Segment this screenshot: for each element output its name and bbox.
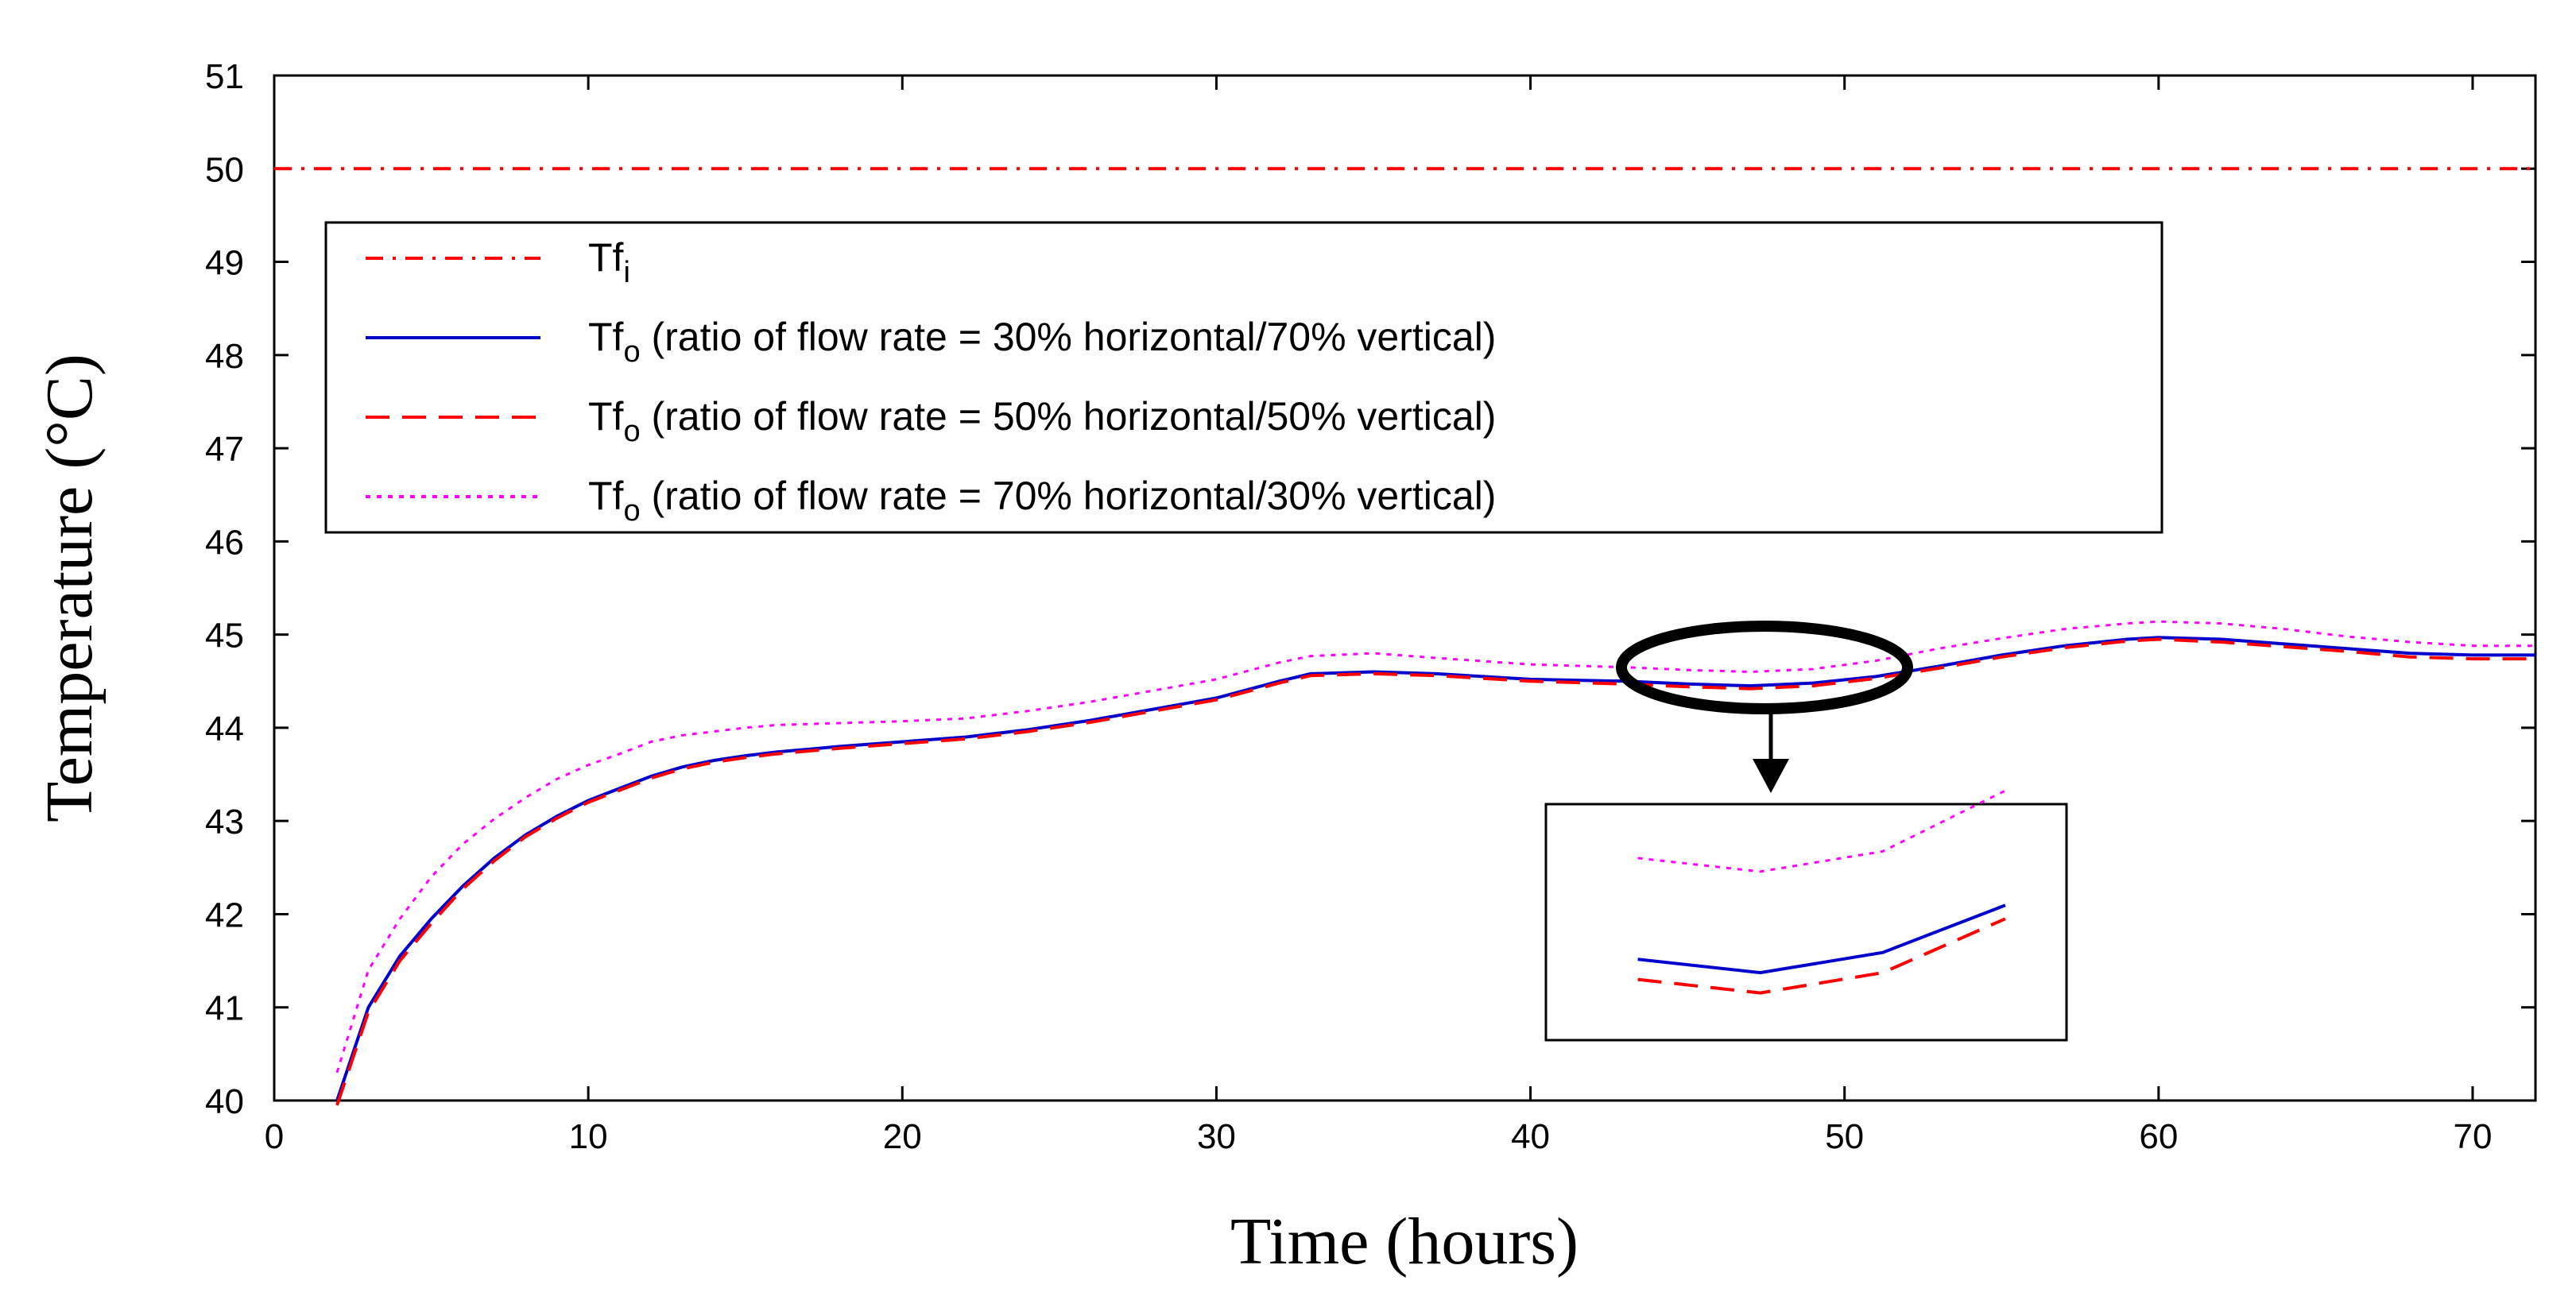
- x-tick-label: 50: [1825, 1117, 1864, 1156]
- y-axis-title: Temperature (°C): [33, 354, 107, 822]
- inset-series-line-3: [1637, 789, 2006, 873]
- legend-label-1: Tfo (ratio of flow rate = 30% horizontal…: [588, 315, 1496, 369]
- y-tick-label: 46: [205, 523, 244, 562]
- y-tick-label: 51: [205, 57, 244, 96]
- legend-label-main: Tf: [588, 235, 624, 280]
- y-tick-label: 47: [205, 430, 244, 469]
- zoom-highlight-ellipse: [1616, 621, 1913, 714]
- legend-label-main: Tf: [588, 315, 624, 359]
- y-tick-label: 48: [205, 337, 244, 376]
- axis-ticks: [273, 74, 2535, 1102]
- zoom-inset-series: [1637, 789, 2006, 995]
- y-tick-label: 49: [205, 244, 244, 283]
- x-tick-label: 30: [1197, 1117, 1236, 1156]
- x-tick-label: 40: [1511, 1117, 1550, 1156]
- inset-series-line-1: [1637, 903, 2006, 975]
- x-tick-labels: 0 10 20 30 40 50 60 70: [265, 1117, 2493, 1156]
- series-line-3: [335, 620, 2535, 1074]
- zoom-inset-frame: [1544, 803, 2068, 1042]
- x-tick-label: 0: [265, 1117, 284, 1156]
- y-tick-label: 40: [205, 1082, 244, 1121]
- legend-label-subscript: o: [623, 494, 640, 528]
- x-axis-title: Time (hours): [1230, 1205, 1579, 1279]
- zoom-arrow-head: [1753, 759, 1789, 793]
- legend-label-0: Tfi: [588, 235, 630, 289]
- y-tick-label: 43: [205, 803, 244, 841]
- y-tick-label: 42: [205, 896, 244, 934]
- legend-label-subscript: i: [623, 256, 629, 289]
- y-tick-label: 50: [205, 150, 244, 189]
- y-tick-label: 45: [205, 617, 244, 656]
- legend-label-rest: (ratio of flow rate = 30% horizontal/70%…: [641, 315, 1497, 359]
- legend-label-3: Tfo (ratio of flow rate = 70% horizontal…: [588, 474, 1496, 528]
- series-layer: [274, 167, 2535, 1106]
- legend-label-rest: (ratio of flow rate = 50% horizontal/50%…: [641, 394, 1497, 439]
- y-tick-labels: 40 41 42 43 44 45 46 47 48 49 50 51: [205, 57, 244, 1121]
- zoom-annotation: [1544, 621, 2068, 1042]
- legend-label-subscript: o: [623, 335, 640, 369]
- inset-series-line-2: [1637, 917, 2006, 995]
- plot-area-frame: [273, 74, 2537, 1102]
- legend-label-rest: (ratio of flow rate = 70% horizontal/30%…: [641, 474, 1497, 518]
- x-tick-label: 60: [2139, 1117, 2178, 1156]
- series-line-1: [335, 636, 2535, 1101]
- x-tick-label: 70: [2453, 1117, 2492, 1156]
- y-tick-label: 41: [205, 989, 244, 1028]
- x-tick-label: 20: [883, 1117, 922, 1156]
- series-line-2: [335, 637, 2535, 1106]
- legend-label-main: Tf: [588, 394, 624, 439]
- x-tick-label: 10: [569, 1117, 608, 1156]
- legend-label-2: Tfo (ratio of flow rate = 50% horizontal…: [588, 394, 1496, 448]
- y-tick-label: 44: [205, 710, 244, 749]
- legend-label-subscript: o: [623, 415, 640, 448]
- legend-box: [324, 221, 2163, 534]
- legend-label-main: Tf: [588, 474, 624, 518]
